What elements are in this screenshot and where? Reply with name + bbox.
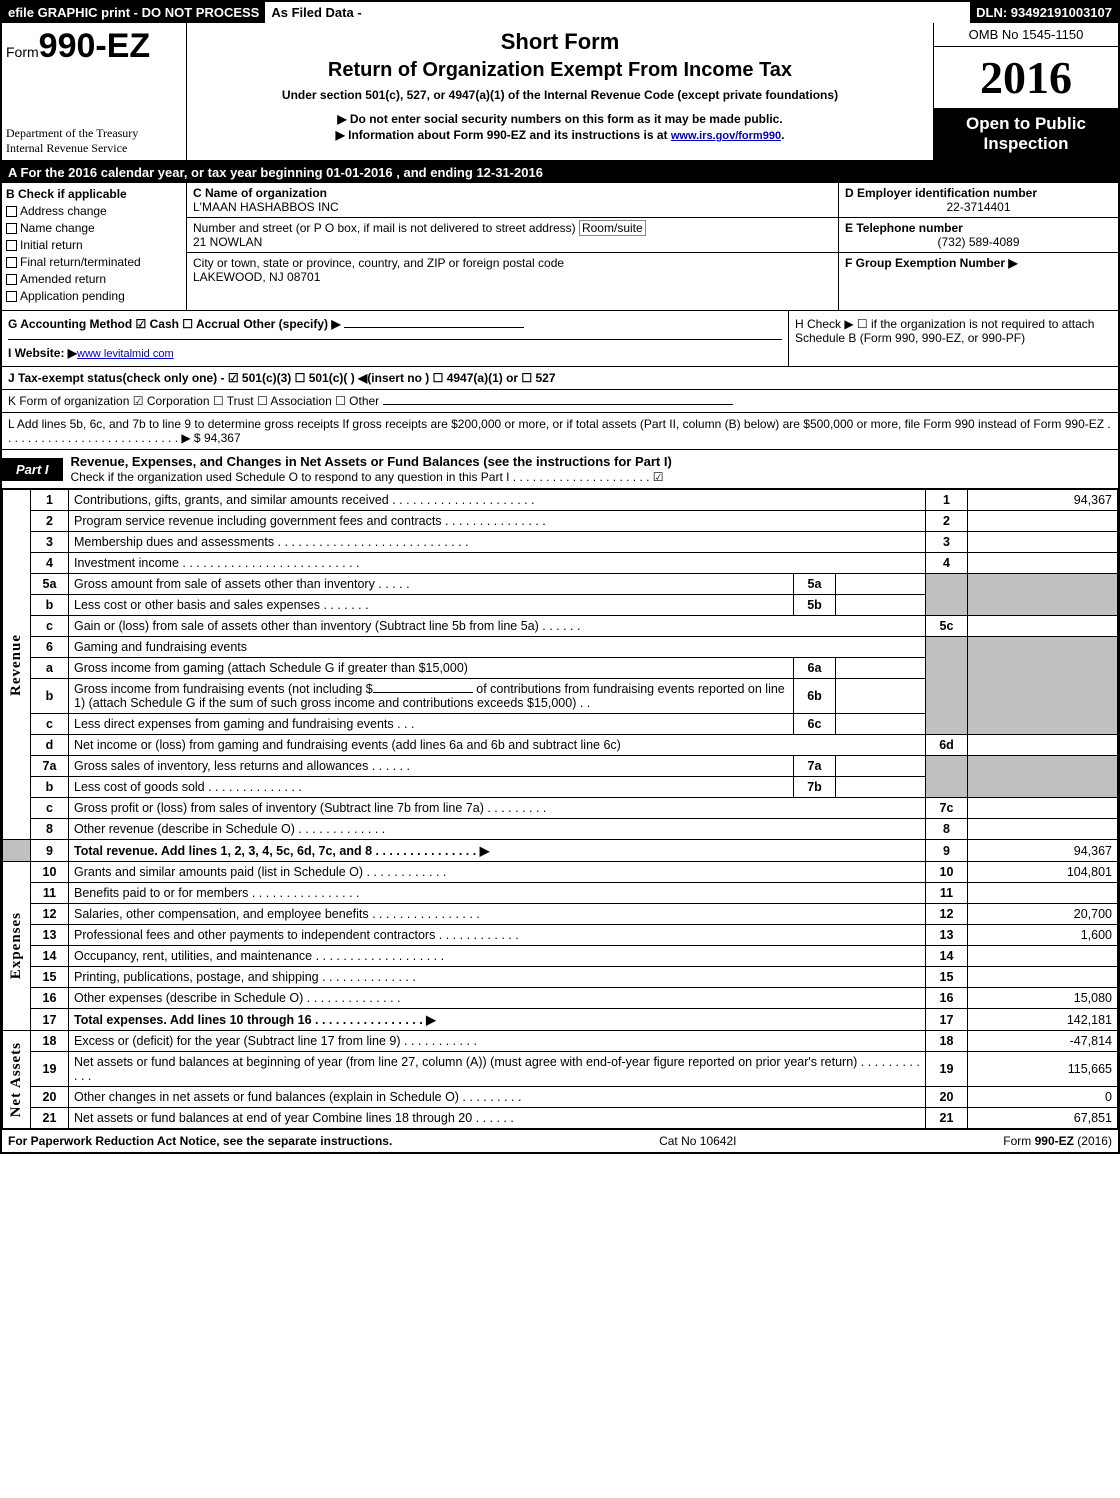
part1-header: Part I Revenue, Expenses, and Changes in…: [2, 450, 1118, 489]
dept-treasury: Department of the Treasury: [6, 126, 182, 141]
subtitle-1: Under section 501(c), 527, or 4947(a)(1)…: [193, 88, 927, 102]
dln-label: DLN: 93492191003107: [970, 2, 1118, 23]
short-form-title: Short Form: [193, 29, 927, 55]
form-header: Form990-EZ Department of the Treasury In…: [2, 23, 1118, 162]
header-center: Short Form Return of Organization Exempt…: [187, 23, 933, 160]
irs-link[interactable]: www.irs.gov/form990: [671, 130, 781, 142]
column-c-org: C Name of organization L'MAAN HASHABBOS …: [187, 183, 838, 310]
org-name-block: C Name of organization L'MAAN HASHABBOS …: [187, 183, 838, 218]
website-link[interactable]: www levitalmid com: [77, 348, 174, 360]
chk-final[interactable]: [6, 257, 17, 268]
k-form-org: K Form of organization ☑ Corporation ☐ T…: [2, 390, 1118, 413]
form-number: 990-EZ: [39, 27, 151, 65]
return-title: Return of Organization Exempt From Incom…: [193, 59, 927, 82]
org-city-block: City or town, state or province, country…: [187, 253, 838, 287]
chk-application[interactable]: [6, 291, 17, 302]
top-bar: efile GRAPHIC print - DO NOT PROCESS As …: [2, 2, 1118, 23]
part1-table: Revenue 1 Contributions, gifts, grants, …: [2, 489, 1118, 1129]
chk-amended[interactable]: [6, 274, 17, 285]
part1-tag: Part I: [2, 458, 63, 481]
revenue-label: Revenue: [3, 490, 31, 840]
efile-label: efile GRAPHIC print - DO NOT PROCESS: [2, 2, 265, 23]
g-h-row: G Accounting Method ☑ Cash ☐ Accrual Oth…: [2, 311, 1118, 367]
section-b-thru-f: B Check if applicable Address change Nam…: [2, 183, 1118, 311]
e-phone: E Telephone number (732) 589-4089: [839, 218, 1118, 253]
l-gross-receipts: L Add lines 5b, 6c, and 7b to line 9 to …: [2, 413, 1118, 450]
netassets-label: Net Assets: [3, 1031, 31, 1129]
asfiled-label: As Filed Data -: [265, 2, 367, 23]
org-address-block: Number and street (or P O box, if mail i…: [187, 218, 838, 253]
column-b-checkboxes: B Check if applicable Address change Nam…: [2, 183, 187, 310]
open-inspection: Open to Public Inspection: [934, 108, 1118, 160]
topbar-spacer: [368, 2, 970, 23]
omb-number: OMB No 1545-1150: [934, 23, 1118, 47]
expenses-label: Expenses: [3, 862, 31, 1031]
j-tax-exempt: J Tax-exempt status(check only one) - ☑ …: [2, 367, 1118, 390]
column-d-e-f: D Employer identification number 22-3714…: [838, 183, 1118, 310]
footer-left: For Paperwork Reduction Act Notice, see …: [8, 1134, 392, 1148]
footer-mid: Cat No 10642I: [659, 1134, 736, 1148]
subtitle-3: ▶ Information about Form 990-EZ and its …: [193, 128, 927, 142]
form-page: efile GRAPHIC print - DO NOT PROCESS As …: [0, 0, 1120, 1154]
row-a-taxyear: A For the 2016 calendar year, or tax yea…: [2, 162, 1118, 183]
chk-address[interactable]: [6, 206, 17, 217]
g-accounting: G Accounting Method ☑ Cash ☐ Accrual Oth…: [2, 311, 788, 366]
f-group: F Group Exemption Number ▶: [839, 253, 1118, 273]
form-prefix: Form: [6, 44, 39, 60]
footer-right: Form Form 990-EZ (2016)990-EZ (2016): [1003, 1134, 1112, 1148]
d-ein: D Employer identification number 22-3714…: [839, 183, 1118, 218]
chk-name[interactable]: [6, 223, 17, 234]
chk-initial[interactable]: [6, 240, 17, 251]
dept-irs: Internal Revenue Service: [6, 141, 182, 156]
page-footer: For Paperwork Reduction Act Notice, see …: [2, 1129, 1118, 1152]
tax-year: 2016: [934, 47, 1118, 108]
h-check: H Check ▶ ☐ if the organization is not r…: [788, 311, 1118, 366]
header-right: OMB No 1545-1150 2016 Open to Public Ins…: [933, 23, 1118, 160]
header-left: Form990-EZ Department of the Treasury In…: [2, 23, 187, 160]
part1-title: Revenue, Expenses, and Changes in Net As…: [63, 450, 1118, 488]
subtitle-2: ▶ Do not enter social security numbers o…: [193, 112, 927, 126]
